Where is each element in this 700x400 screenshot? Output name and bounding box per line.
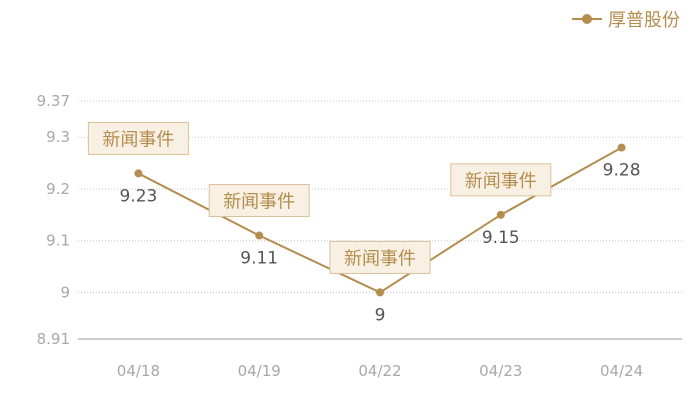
- legend[interactable]: 厚普股份: [572, 6, 680, 32]
- annotation-box: [208, 184, 310, 218]
- data-point[interactable]: [496, 210, 505, 219]
- x-axis-labels: 04/18 04/19 04/22 04/23 04/24: [117, 362, 643, 380]
- value-label: 9.15: [482, 228, 520, 248]
- data-point[interactable]: [617, 143, 626, 152]
- annotation-box: [87, 121, 189, 155]
- annotation-label: 新闻事件: [344, 248, 416, 269]
- annotation-box: [450, 163, 552, 197]
- value-label: 9.23: [119, 186, 157, 206]
- y-axis-labels: 8.91 9 9.1 9.2 9.3 9.37: [37, 92, 70, 348]
- annotation-box: [329, 240, 431, 274]
- value-label: 9.11: [240, 249, 278, 269]
- annotation-label: 新闻事件: [102, 129, 174, 150]
- y-tick-label: 8.91: [37, 330, 70, 348]
- news-event-annotation[interactable]: 新闻事件: [329, 240, 431, 274]
- y-tick-label: 9.1: [46, 232, 70, 250]
- news-event-annotation[interactable]: 新闻事件: [450, 163, 552, 197]
- x-tick-label: 04/18: [117, 362, 160, 380]
- value-label-layer: 9.23 9.11 9 9.15 9.28: [119, 161, 640, 326]
- value-label: 9.28: [603, 161, 641, 181]
- grid-lines: [78, 100, 682, 340]
- news-event-annotation[interactable]: 新闻事件: [87, 121, 189, 155]
- y-tick-label: 9.37: [37, 92, 70, 110]
- legend-label: 厚普股份: [608, 10, 680, 31]
- data-point[interactable]: [134, 169, 143, 178]
- data-point[interactable]: [376, 288, 384, 297]
- annotation-label: 新闻事件: [465, 171, 537, 192]
- x-tick-label: 04/19: [238, 362, 281, 380]
- data-point[interactable]: [255, 231, 264, 240]
- y-tick-label: 9.3: [46, 128, 70, 146]
- y-tick-label: 9: [60, 283, 70, 301]
- annotation-label: 新闻事件: [223, 192, 295, 213]
- x-tick-label: 04/23: [479, 362, 522, 380]
- news-event-annotation[interactable]: 新闻事件: [208, 184, 310, 218]
- y-tick-label: 9.2: [46, 180, 70, 198]
- legend-line-icon: [572, 12, 602, 26]
- x-tick-label: 04/22: [358, 362, 401, 380]
- value-label: 9: [375, 305, 386, 325]
- x-tick-label: 04/24: [600, 362, 643, 380]
